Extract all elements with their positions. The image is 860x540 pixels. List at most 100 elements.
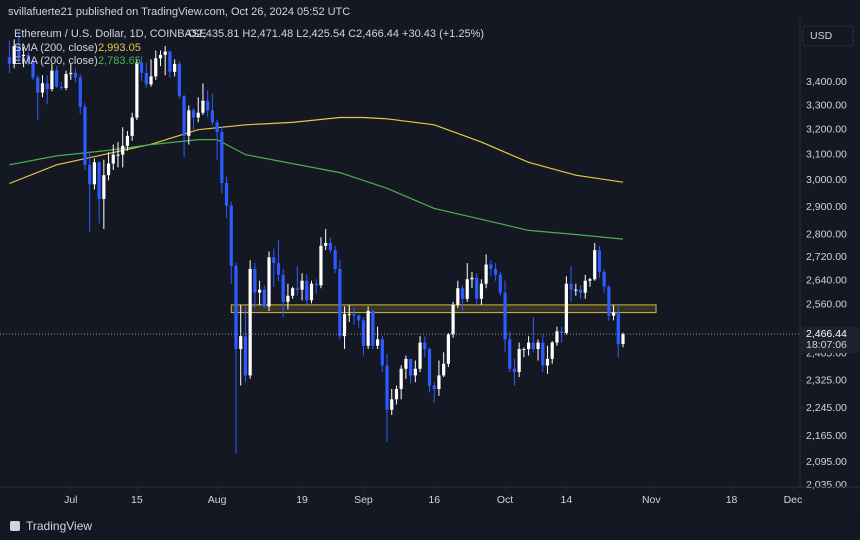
candle-body [291,288,295,296]
candle-body [564,283,568,333]
candle-body [26,54,30,62]
candle-body [243,336,248,376]
candle-body [371,311,375,346]
candle-body [427,349,432,386]
time-axis: Jul 15 Aug 19 Sep 16 Oct 14 Nov 18 Dec [0,486,860,506]
candle-body [375,339,380,346]
candle-body [456,288,460,305]
currency[interactable]: USD [810,30,833,42]
candle-body [139,62,144,73]
candle-body [432,385,436,389]
candle-body [300,280,304,290]
currency-box[interactable] [802,25,854,47]
candle-body [413,368,417,376]
candle-body [196,112,200,118]
candle-body [366,311,370,346]
brand-logo [10,521,20,531]
candle-body [309,283,314,301]
candle-body [116,154,120,156]
candle-body [621,334,625,344]
x-tick-label: 16 [428,494,440,506]
candle-body [286,295,290,302]
candle-body [446,334,450,364]
candle-body [324,243,328,246]
candle-body [347,314,351,316]
brand-name[interactable]: TradingView [26,519,92,533]
candle-body [333,250,337,269]
candle-body [187,110,191,136]
candle-body [36,77,40,93]
last-price-label: 2,466.44 [806,328,847,340]
candle-body [158,54,163,59]
candle-body [465,279,469,299]
y-tick-label: 3,300.00 [806,99,847,111]
candle-body [319,245,323,286]
x-tick-label: Sep [354,494,373,506]
candle-body [527,342,531,350]
x-tick-label: 18 [726,494,738,506]
candle-body [314,283,318,286]
footer-bar [0,512,860,540]
candle-body [560,331,564,333]
candle-body [545,358,550,366]
candle-body [517,349,521,373]
candle-body [484,264,488,284]
y-tick-label: 2,560.00 [806,299,847,311]
candle-body [83,106,87,165]
candle-body [234,266,238,350]
candle-body [578,289,583,293]
candle-body [17,46,21,57]
sma-value: 2,993.05 [98,42,141,54]
candle-body [541,342,545,366]
ohlc-readout: O2,435.81 H2,471.48 L2,425.54 C2,466.44 … [188,28,484,40]
candle-body [385,365,389,410]
candle-body [569,283,573,290]
y-tick-label: 2,720.00 [806,251,847,263]
y-tick-label: 2,900.00 [806,201,847,213]
candle-body [215,122,219,133]
candle-body [163,51,167,55]
legend: Ethereum / U.S. Dollar, 1D, COINBASE O2,… [14,28,484,67]
candle-body [69,72,73,75]
price-axis: USD 3,400.00 3,300.00 3,200.00 3,100.00 3,00… [799,20,860,491]
candle-body [295,288,299,290]
plot-area [0,31,800,453]
candle-body [470,277,474,280]
footer: TradingView [0,512,860,540]
candle-body [536,342,540,350]
y-tick-label: 3,000.00 [806,174,847,186]
candle-body [206,100,210,111]
countdown: 18:07:06 [806,339,847,351]
candle-body [248,268,252,376]
candle-body [555,331,559,343]
candle-body [31,61,35,78]
candle-body [92,162,96,185]
candle-body [611,312,616,316]
x-tick-label: Oct [497,494,513,506]
axis-panel [800,20,860,487]
candle-body [550,342,554,359]
candle-body [512,368,517,373]
candle-body [21,54,26,57]
candle-body [404,358,408,369]
y-tick-label: 2,800.00 [806,228,847,240]
candle-body [352,314,356,316]
last-price-box [801,327,859,354]
candle-body [479,283,484,299]
symbol-title: Ethereum / U.S. Dollar, 1D, COINBASE [14,28,207,40]
candle-body [55,70,59,87]
candle-body [503,292,507,340]
candle-body [616,312,620,344]
candle-body [531,342,535,350]
candle-body [144,72,148,85]
candle-body [102,175,106,199]
candle-body [64,74,68,88]
candle-body [267,257,271,307]
candle-body [394,388,399,400]
candle-body [45,83,49,90]
moving-average-line [9,139,624,240]
candle-body [149,76,153,85]
ema-value: 2,783.65 [98,55,141,67]
candle-body [442,363,446,376]
x-tick-label: Nov [642,494,661,506]
